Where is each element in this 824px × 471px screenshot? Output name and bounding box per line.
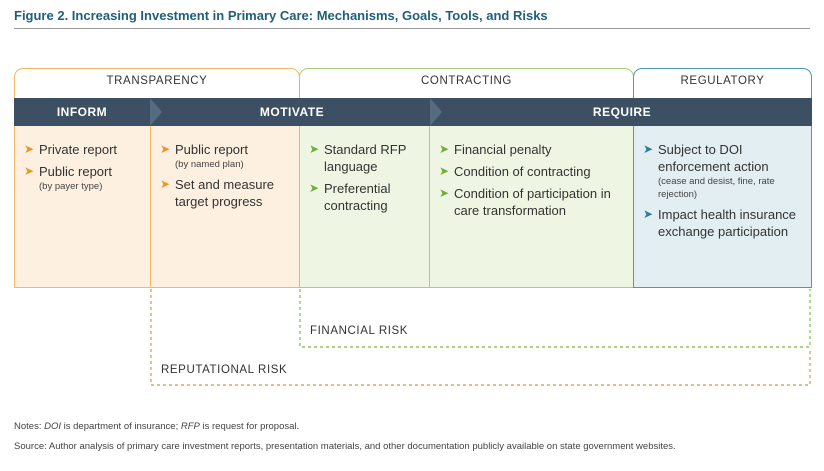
list-item: ➤ Impact health insurance exchange partic…	[643, 207, 797, 239]
list-item: ➤ Subject to DOI enforcement action (cease…	[643, 142, 775, 200]
list-item: ➤ Public report (by named plan)	[160, 142, 248, 170]
inform-list: ➤ Private report ➤ Public report (by payer …	[23, 141, 144, 193]
list-item: ➤ Preferential contracting	[309, 181, 391, 213]
require-contracting-list: ➤ Financial penalty ➤ Condition of contrac…	[438, 141, 629, 219]
list-item: ➤ Private report	[24, 142, 118, 157]
source-text: Source: Author analysis of primary care …	[14, 441, 676, 452]
motivate-label: MOTIVATE	[259, 105, 325, 119]
inform-column: ➤ Private report ➤ Public report (by payer …	[14, 126, 151, 288]
inform-label: INFORM	[56, 105, 108, 119]
reputational-risk-bracket	[150, 289, 811, 386]
require-contracting-column: ➤ Financial penalty ➤ Condition of contrac…	[430, 126, 634, 288]
contracting-tools-column: ➤ Standard RFP language ➤ Preferential con…	[299, 126, 430, 288]
financial-risk-bracket	[299, 289, 811, 348]
list-item: ➤ Set and measure target progress	[160, 177, 275, 209]
regulatory-column: ➤ Subject to DOI enforcement action (cease…	[633, 126, 812, 288]
motivate-column: ➤ Public report (by named plan) ➤ Set and m…	[151, 126, 300, 288]
goal-band	[14, 98, 812, 126]
regulatory-list: ➤ Subject to DOI enforcement action (cease…	[642, 141, 807, 240]
list-item: ➤ Financial penalty	[439, 142, 552, 157]
figure-title: Figure 2. Increasing Investment in Prima…	[14, 8, 548, 23]
list-item: ➤ Public report (by payer type)	[24, 164, 112, 192]
list-item: ➤ Condition of contracting	[439, 164, 591, 179]
financial-risk-label: FINANCIAL RISK	[310, 325, 409, 337]
reputational-risk-label: REPUTATIONAL RISK	[161, 364, 288, 376]
list-item: ➤ Standard RFP language	[309, 142, 407, 174]
require-label: REQUIRE	[592, 105, 652, 119]
contracting-tools-list: ➤ Standard RFP language ➤ Preferential con…	[308, 141, 425, 214]
motivate-list: ➤ Public report (by named plan) ➤ Set and m…	[159, 141, 293, 210]
motivate-chevron	[430, 98, 442, 126]
notes-text: Notes: DOI is department of insurance; R…	[14, 421, 300, 432]
transparency-label: TRANSPARENCY	[106, 75, 208, 87]
contracting-label: CONTRACTING	[421, 75, 512, 87]
regulatory-label: REGULATORY	[680, 75, 765, 87]
inform-chevron	[150, 98, 162, 126]
list-item: ➤ Condition of participation in care tran…	[439, 186, 611, 218]
title-rule	[14, 28, 810, 29]
